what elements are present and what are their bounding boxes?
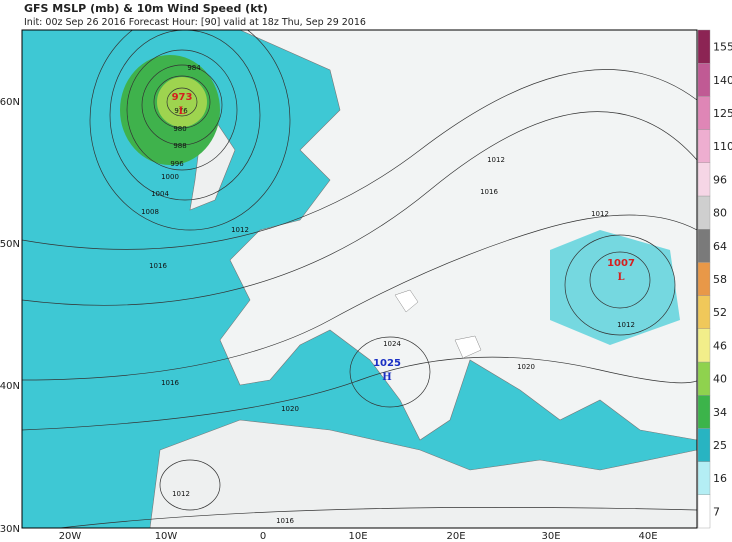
- country-highlights: [394, 289, 482, 359]
- colorbar-label: 16: [713, 472, 727, 485]
- isobar-label: 1012: [617, 321, 635, 329]
- colorbar-swatch: [697, 129, 711, 164]
- longitude-label: 30E: [541, 531, 560, 542]
- longitude-label: 40E: [638, 531, 657, 542]
- pressure-symbol: H: [382, 372, 391, 383]
- colorbar-swatch: [697, 162, 711, 197]
- colorbar-swatch: [697, 96, 711, 130]
- black-sea-wind: [550, 230, 680, 345]
- isobar-label: 1012: [487, 156, 505, 164]
- colorbar-label: 140: [713, 74, 732, 87]
- colorbar-swatch: [697, 428, 711, 462]
- longitude-label: 0: [260, 531, 266, 542]
- subtitle: Init: 00z Sep 26 2016 Forecast Hour: [90…: [24, 17, 366, 28]
- title: GFS MSLP (mb) & 10m Wind Speed (kt): [24, 2, 268, 15]
- isobar-label: 1000: [161, 173, 179, 181]
- latitude-label: 60N: [0, 97, 20, 108]
- isobar-label: 980: [173, 125, 186, 133]
- longitude-label: 10W: [155, 531, 178, 542]
- colorbar-label: 110: [713, 140, 732, 153]
- colorbar-swatch: [697, 228, 711, 263]
- colorbar-swatch: [697, 262, 711, 296]
- latitude-label: 30N: [0, 524, 20, 535]
- longitude-label: 20W: [59, 531, 82, 542]
- isobar-label: 1024: [383, 340, 401, 348]
- colorbar-swatch: [697, 328, 711, 363]
- pressure-symbol: L: [178, 106, 185, 117]
- strong-wind-core: [157, 77, 207, 127]
- colorbar-label: 40: [713, 373, 727, 386]
- colorbar-label: 34: [713, 406, 727, 419]
- colorbar-label: 7: [713, 505, 720, 518]
- colorbar-label: 80: [713, 207, 727, 220]
- colorbar-label: 58: [713, 273, 727, 286]
- colorbar-swatch: [697, 494, 711, 529]
- map-area: [22, 30, 697, 528]
- europe-land: [219, 30, 697, 441]
- colorbar-label: 64: [713, 240, 727, 253]
- pressure-value: 1007: [607, 258, 635, 269]
- isobar-label: 988: [173, 142, 186, 150]
- colorbar-swatch: [697, 395, 711, 429]
- isobar-label: 1016: [480, 188, 498, 196]
- longitude-label: 20E: [446, 531, 465, 542]
- latitude-label: 50N: [0, 239, 20, 250]
- pressure-symbol: L: [617, 272, 624, 283]
- colorbar-label: 25: [713, 439, 727, 452]
- colorbar-swatch: [697, 63, 711, 97]
- isobar-label: 1012: [591, 210, 609, 218]
- isobar-label: 1020: [517, 363, 535, 371]
- colorbar-swatch: [697, 195, 711, 230]
- latitude-label: 40N: [0, 381, 20, 392]
- colorbar-swatch: [697, 295, 711, 330]
- isobar-label: 1020: [281, 405, 299, 413]
- pressure-value: 1025: [373, 358, 401, 369]
- isobar-label: 1012: [231, 226, 249, 234]
- pressure-value: 973: [172, 92, 193, 103]
- isobar-label: 1012: [172, 490, 190, 498]
- colorbar-label: 125: [713, 107, 732, 120]
- map-frame: [21, 29, 698, 529]
- colorbar-label: 96: [713, 173, 727, 186]
- isobar-label: 1004: [151, 190, 169, 198]
- isobar-label: 976: [174, 107, 188, 115]
- isobar-label: 1016: [276, 517, 294, 525]
- colorbar-swatch: [697, 29, 711, 64]
- isobars: [22, 30, 697, 528]
- colorbar-label: 52: [713, 306, 727, 319]
- isobar-label: 996: [170, 160, 184, 168]
- africa-land: [149, 419, 697, 528]
- isobar-label: 984: [187, 64, 201, 72]
- colorbar-swatch: [697, 361, 711, 396]
- colorbar-label: 155: [713, 41, 732, 54]
- longitude-label: 10E: [348, 531, 367, 542]
- isobar-label: 1008: [141, 208, 159, 216]
- colorbar-swatch: [697, 461, 711, 496]
- isobar-label: 1016: [149, 262, 167, 270]
- isobar-label: 1016: [161, 379, 179, 387]
- colorbar-label: 46: [713, 339, 727, 352]
